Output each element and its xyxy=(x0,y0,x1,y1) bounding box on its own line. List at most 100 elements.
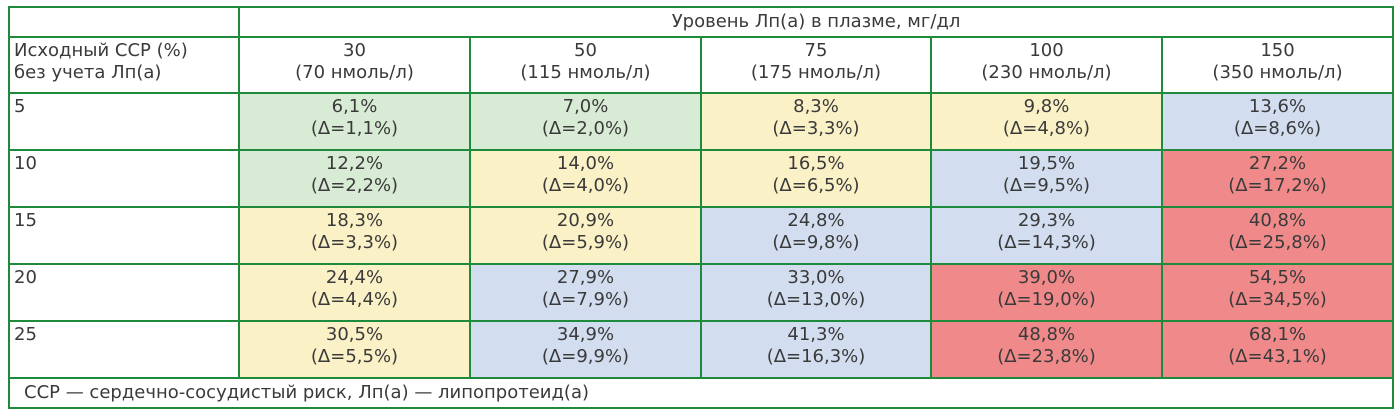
cell-delta: (Δ=2,2%) xyxy=(310,175,399,196)
header-corner-cell xyxy=(8,6,240,38)
cell-value: 18,3% xyxy=(325,210,384,231)
table-cell: 48,8% (Δ=23,8%) xyxy=(930,320,1163,379)
cell-delta: (Δ=9,8%) xyxy=(772,232,860,253)
table-cell: 9,8% (Δ=4,8%) xyxy=(930,92,1163,151)
cell-value: 41,3% xyxy=(787,324,845,345)
row-label-line-2: без учета Лп(а) xyxy=(14,62,162,83)
footnote-row: ССР — сердечно-сосудистый риск, Лп(а) — … xyxy=(7,377,1395,409)
column-header-100: 100 (230 нмоль/л) xyxy=(930,36,1163,94)
cell-value: 20,9% xyxy=(556,210,615,231)
cell-value: 34,9% xyxy=(556,324,615,345)
table-cell: 7,0% (Δ=2,0%) xyxy=(469,92,702,151)
cell-delta: (Δ=17,2%) xyxy=(1228,175,1327,196)
column-nmol: (350 нмоль/л) xyxy=(1212,62,1343,83)
table-cell: 27,9% (Δ=7,9%) xyxy=(469,263,702,322)
header-title-row: Уровень Лп(а) в плазме, мг/дл xyxy=(8,6,1395,38)
cell-delta: (Δ=8,6%) xyxy=(1233,118,1322,139)
cell-value: 40,8% xyxy=(1248,210,1307,231)
table-cell: 29,3% (Δ=14,3%) xyxy=(930,206,1163,265)
table-cell: 14,0% (Δ=4,0%) xyxy=(469,149,702,208)
cell-delta: (Δ=9,5%) xyxy=(1002,175,1091,196)
table-cell: 13,6% (Δ=8,6%) xyxy=(1160,92,1395,151)
table-cell: 24,8% (Δ=9,8%) xyxy=(700,206,932,265)
cell-value: 6,1% xyxy=(331,96,378,117)
row-label: 5 xyxy=(8,92,240,151)
table-row: 10 12,2% (Δ=2,2%) 14,0% (Δ=4,0%) 16,5% (… xyxy=(8,149,1395,208)
cell-value: 68,1% xyxy=(1248,324,1307,345)
cell-delta: (Δ=14,3%) xyxy=(997,232,1096,253)
table-cell: 19,5% (Δ=9,5%) xyxy=(930,149,1163,208)
column-nmol: (175 нмоль/л) xyxy=(750,62,882,83)
cell-delta: (Δ=43,1%) xyxy=(1228,346,1327,367)
cell-value: 24,8% xyxy=(787,210,845,231)
table-cell: 24,4% (Δ=4,4%) xyxy=(238,263,471,322)
row-label: 10 xyxy=(8,149,240,208)
column-mg: 30 xyxy=(343,40,366,61)
cell-delta: (Δ=4,4%) xyxy=(310,289,399,310)
cell-value: 16,5% xyxy=(787,153,845,174)
table-cell: 20,9% (Δ=5,9%) xyxy=(469,206,702,265)
cell-value: 19,5% xyxy=(1017,153,1076,174)
cell-delta: (Δ=23,8%) xyxy=(997,346,1096,367)
column-header-50: 50 (115 нмоль/л) xyxy=(469,36,702,94)
cell-delta: (Δ=9,9%) xyxy=(541,346,630,367)
cell-delta: (Δ=16,3%) xyxy=(766,346,866,367)
cell-value: 12,2% xyxy=(325,153,384,174)
cell-delta: (Δ=25,8%) xyxy=(1228,232,1327,253)
table-cell: 8,3% (Δ=3,3%) xyxy=(700,92,932,151)
column-header-75: 75 (175 нмоль/л) xyxy=(700,36,932,94)
row-label-line-1: Исходный ССР (%) xyxy=(14,40,188,61)
table-cell: 68,1% (Δ=43,1%) xyxy=(1160,320,1395,379)
column-nmol: (230 нмоль/л) xyxy=(981,62,1112,83)
table-title: Уровень Лп(а) в плазме, мг/дл xyxy=(237,6,1395,38)
column-mg: 100 xyxy=(1029,40,1064,61)
cell-delta: (Δ=2,0%) xyxy=(541,118,630,139)
cell-value: 29,3% xyxy=(1017,210,1076,231)
table-row: 15 18,3% (Δ=3,3%) 20,9% (Δ=5,9%) 24,8% (… xyxy=(8,206,1395,265)
table-cell: 33,0% (Δ=13,0%) xyxy=(700,263,932,322)
table-row: 5 6,1% (Δ=1,1%) 7,0% (Δ=2,0%) 8,3% (Δ=3,… xyxy=(8,92,1395,151)
cell-value: 39,0% xyxy=(1017,267,1076,288)
header-columns-row: Исходный ССР (%) без учета Лп(а) 30 (70 … xyxy=(8,36,1395,94)
table-row: 25 30,5% (Δ=5,5%) 34,9% (Δ=9,9%) 41,3% (… xyxy=(8,320,1395,379)
table-cell: 41,3% (Δ=16,3%) xyxy=(700,320,932,379)
table-cell: 30,5% (Δ=5,5%) xyxy=(238,320,471,379)
column-mg: 50 xyxy=(574,40,597,61)
table-footnote: ССР — сердечно-сосудистый риск, Лп(а) — … xyxy=(7,377,1395,409)
table-cell: 34,9% (Δ=9,9%) xyxy=(469,320,702,379)
cell-value: 27,9% xyxy=(556,267,615,288)
row-label: 20 xyxy=(8,263,240,322)
column-nmol: (70 нмоль/л) xyxy=(295,62,414,83)
cell-value: 14,0% xyxy=(556,153,615,174)
cell-value: 24,4% xyxy=(325,267,384,288)
cell-value: 27,2% xyxy=(1248,153,1307,174)
cell-delta: (Δ=34,5%) xyxy=(1228,289,1327,310)
cell-delta: (Δ=3,3%) xyxy=(772,118,860,139)
cell-delta: (Δ=5,9%) xyxy=(541,232,630,253)
cell-delta: (Δ=7,9%) xyxy=(541,289,630,310)
row-label: 15 xyxy=(8,206,240,265)
table-row: 20 24,4% (Δ=4,4%) 27,9% (Δ=7,9%) 33,0% (… xyxy=(8,263,1395,322)
cell-value: 8,3% xyxy=(793,96,839,117)
table-cell: 40,8% (Δ=25,8%) xyxy=(1160,206,1395,265)
cell-delta: (Δ=5,5%) xyxy=(310,346,399,367)
cell-delta: (Δ=6,5%) xyxy=(772,175,860,196)
lpa-risk-table: Уровень Лп(а) в плазме, мг/дл Исходный С… xyxy=(7,6,1395,409)
column-mg: 150 xyxy=(1260,40,1295,61)
table-cell: 54,5% (Δ=34,5%) xyxy=(1160,263,1395,322)
table-cell: 39,0% (Δ=19,0%) xyxy=(930,263,1163,322)
cell-delta: (Δ=3,3%) xyxy=(310,232,399,253)
cell-delta: (Δ=4,0%) xyxy=(541,175,630,196)
cell-delta: (Δ=13,0%) xyxy=(766,289,866,310)
cell-value: 54,5% xyxy=(1248,267,1307,288)
column-nmol: (115 нмоль/л) xyxy=(520,62,651,83)
cell-delta: (Δ=19,0%) xyxy=(997,289,1096,310)
cell-value: 7,0% xyxy=(562,96,609,117)
cell-delta: (Δ=1,1%) xyxy=(310,118,399,139)
cell-value: 33,0% xyxy=(787,267,845,288)
cell-value: 48,8% xyxy=(1017,324,1076,345)
cell-value: 9,8% xyxy=(1023,96,1070,117)
row-label-header: Исходный ССР (%) без учета Лп(а) xyxy=(8,36,240,94)
cell-delta: (Δ=4,8%) xyxy=(1002,118,1091,139)
table-cell: 27,2% (Δ=17,2%) xyxy=(1160,149,1395,208)
